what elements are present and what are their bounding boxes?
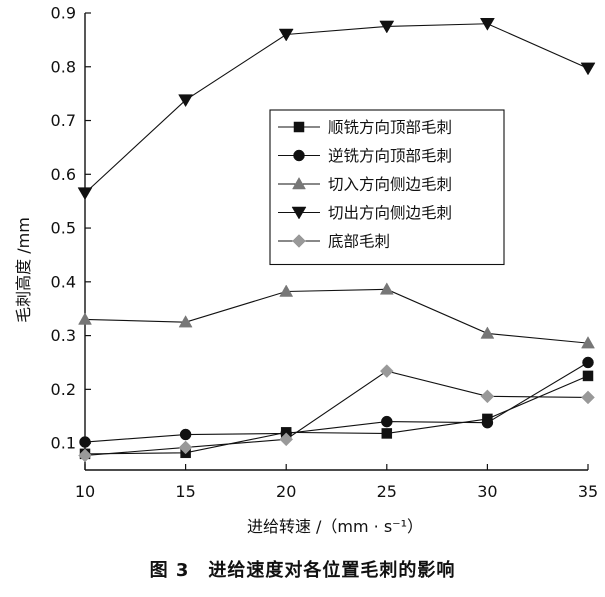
x-tick-label: 10 [75, 482, 95, 501]
legend-marker [292, 234, 306, 248]
data-point [178, 440, 193, 455]
data-point [582, 370, 594, 382]
legend-label: 切入方向侧边毛刺 [328, 176, 452, 194]
y-tick-label: 0.4 [51, 272, 76, 291]
legend-label: 逆铣方向顶部毛刺 [328, 147, 452, 165]
chart: 0.10.20.30.40.50.60.70.80.910 15 20 25 30 35 … [14, 4, 599, 537]
series-4 [77, 18, 596, 201]
legend-marker [291, 206, 307, 220]
y-axis-title: 毛刺高度 /mm [14, 217, 33, 323]
data-point [381, 428, 393, 439]
y-tick-label: 0.3 [51, 326, 76, 345]
legend-entry: 切入方向侧边毛刺 [278, 176, 452, 194]
data-point [178, 315, 193, 328]
x-tick-label: 15 [175, 482, 195, 501]
series-layer [77, 18, 596, 463]
y-tick-label: 0.7 [51, 111, 76, 130]
data-point [481, 416, 494, 429]
data-point [78, 312, 92, 325]
legend-entry: 逆铣方向顶部毛刺 [278, 147, 452, 165]
y-tick-label: 0.9 [51, 4, 76, 23]
x-tick-label: 30 [477, 482, 497, 501]
legend-label: 切出方向侧边毛刺 [328, 204, 452, 222]
series-1 [79, 370, 594, 460]
data-point [278, 28, 294, 42]
data-point [582, 356, 594, 369]
y-tick-label: 0.5 [51, 219, 76, 238]
series-line [84, 370, 589, 457]
data-point [79, 436, 91, 448]
legend-marker [293, 149, 305, 162]
axes: 0.1 0.2 0.3 0.4 0.5 0.6 0.7 0.8 0.9 10 15 20 25 30 35 [51, 4, 599, 502]
series-line [84, 288, 589, 344]
series-line [84, 23, 589, 194]
data-point [379, 20, 395, 34]
data-point [480, 389, 495, 404]
series-line [84, 375, 589, 455]
y-tick-label: 0.6 [51, 165, 76, 184]
legend-entry: 切出方向侧边毛刺 [278, 204, 452, 222]
data-point [480, 326, 495, 339]
x-tick-label: 20 [276, 482, 296, 501]
data-point [279, 284, 294, 297]
data-point [580, 62, 596, 76]
data-point [381, 415, 393, 428]
data-point [379, 364, 394, 378]
data-point [77, 187, 93, 201]
series-3 [78, 282, 595, 349]
data-point [379, 282, 394, 295]
data-point [178, 94, 194, 108]
series-2 [79, 356, 594, 448]
data-point [581, 336, 595, 349]
legend-marker [292, 176, 306, 190]
legend-box [269, 109, 505, 266]
y-tick-label: 0.1 [51, 434, 76, 453]
x-tick-label: 25 [377, 482, 397, 501]
data-point [581, 390, 595, 405]
data-point [179, 428, 192, 441]
legend-label: 底部毛刺 [328, 233, 390, 251]
x-axis-title: 进给转速 /（mm · s⁻¹） [247, 517, 423, 536]
figure-caption: 图 3 进给速度对各位置毛刺的影响 [149, 560, 456, 581]
legend-entry: 底部毛刺 [278, 233, 390, 251]
data-point [479, 18, 495, 31]
series-5 [78, 364, 595, 463]
series-line [84, 361, 589, 443]
legend-entry: 顺铣方向顶部毛刺 [278, 119, 452, 137]
data-point [78, 448, 92, 463]
x-tick-label: 35 [578, 482, 598, 501]
data-point [279, 432, 294, 447]
y-tick-label: 0.2 [51, 380, 76, 399]
legend-label: 顺铣方向顶部毛刺 [328, 119, 452, 137]
legend-marker [293, 121, 305, 133]
y-tick-label: 0.8 [51, 57, 76, 76]
